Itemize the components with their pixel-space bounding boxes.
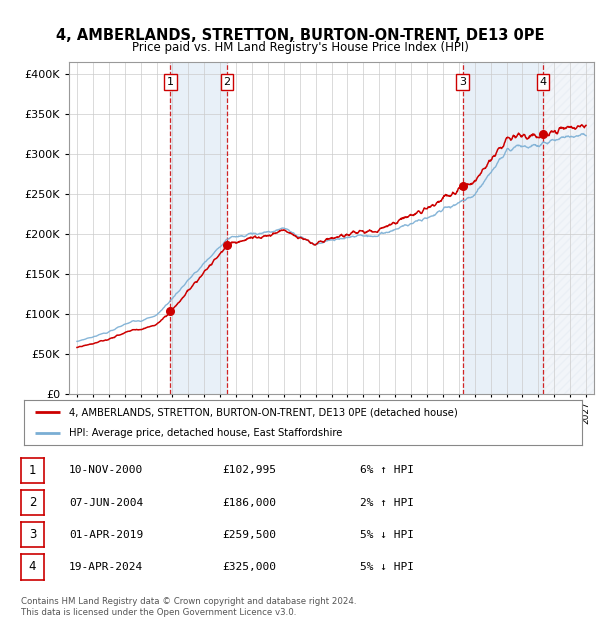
Text: 5% ↓ HPI: 5% ↓ HPI bbox=[360, 529, 414, 540]
Text: 4: 4 bbox=[539, 77, 547, 87]
Text: HPI: Average price, detached house, East Staffordshire: HPI: Average price, detached house, East… bbox=[68, 428, 342, 438]
Text: 4, AMBERLANDS, STRETTON, BURTON-ON-TRENT, DE13 0PE: 4, AMBERLANDS, STRETTON, BURTON-ON-TRENT… bbox=[56, 28, 544, 43]
Bar bbox=[543, 62, 594, 394]
Text: 3: 3 bbox=[29, 528, 36, 541]
Text: 01-APR-2019: 01-APR-2019 bbox=[69, 529, 143, 540]
Text: 2: 2 bbox=[224, 77, 230, 87]
Bar bbox=[463, 62, 543, 394]
Bar bbox=[543, 62, 594, 394]
Text: £259,500: £259,500 bbox=[222, 529, 276, 540]
Text: 2: 2 bbox=[29, 496, 36, 509]
Text: Contains HM Land Registry data © Crown copyright and database right 2024.
This d: Contains HM Land Registry data © Crown c… bbox=[21, 598, 356, 617]
Text: £325,000: £325,000 bbox=[222, 562, 276, 572]
Text: 4: 4 bbox=[29, 560, 36, 574]
Text: 3: 3 bbox=[459, 77, 466, 87]
Text: Price paid vs. HM Land Registry's House Price Index (HPI): Price paid vs. HM Land Registry's House … bbox=[131, 41, 469, 53]
Text: 1: 1 bbox=[167, 77, 174, 87]
Bar bbox=[170, 62, 227, 394]
Text: 2% ↑ HPI: 2% ↑ HPI bbox=[360, 497, 414, 508]
Text: £102,995: £102,995 bbox=[222, 465, 276, 476]
Text: 07-JUN-2004: 07-JUN-2004 bbox=[69, 497, 143, 508]
Text: 19-APR-2024: 19-APR-2024 bbox=[69, 562, 143, 572]
Text: 6% ↑ HPI: 6% ↑ HPI bbox=[360, 465, 414, 476]
Text: 4, AMBERLANDS, STRETTON, BURTON-ON-TRENT, DE13 0PE (detached house): 4, AMBERLANDS, STRETTON, BURTON-ON-TRENT… bbox=[68, 407, 457, 417]
Text: 10-NOV-2000: 10-NOV-2000 bbox=[69, 465, 143, 476]
Text: 5% ↓ HPI: 5% ↓ HPI bbox=[360, 562, 414, 572]
Text: £186,000: £186,000 bbox=[222, 497, 276, 508]
Text: 1: 1 bbox=[29, 464, 36, 477]
